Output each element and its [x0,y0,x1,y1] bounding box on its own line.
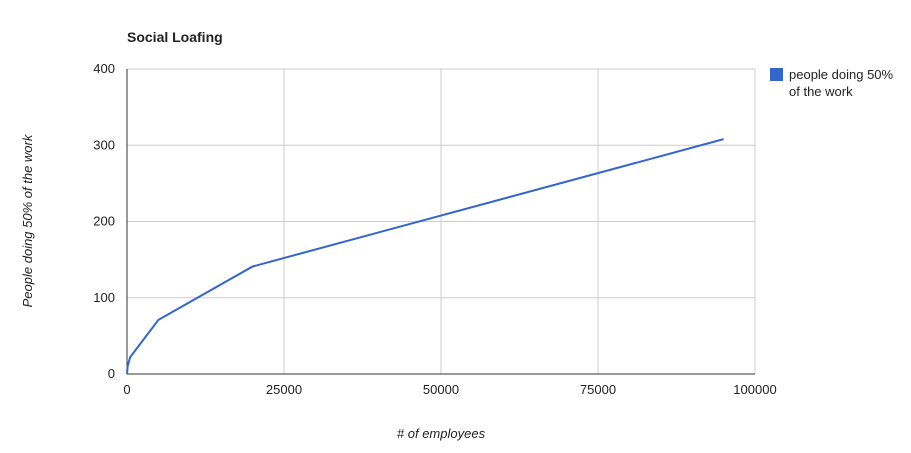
legend: people doing 50% of the work [770,66,900,100]
x-tick-label: 75000 [580,382,616,397]
y-tick-label: 0 [108,366,115,381]
y-tick-label: 200 [93,214,115,229]
x-tick-label: 100000 [733,382,776,397]
y-tick-label: 300 [93,137,115,152]
line [126,138,724,375]
chart-title: Social Loafing [127,29,223,45]
y-tick-label: 100 [93,290,115,305]
legend-swatch [770,68,783,81]
x-tick-label: 0 [123,382,130,397]
x-axis-label: # of employees [397,426,486,441]
legend-label: people doing 50% of the work [789,67,894,99]
x-tick-label: 25000 [266,382,302,397]
y-tick-label: 400 [93,61,115,76]
x-tick-label: 50000 [423,382,459,397]
y-axis-label: People doing 50% of the work [20,133,35,307]
